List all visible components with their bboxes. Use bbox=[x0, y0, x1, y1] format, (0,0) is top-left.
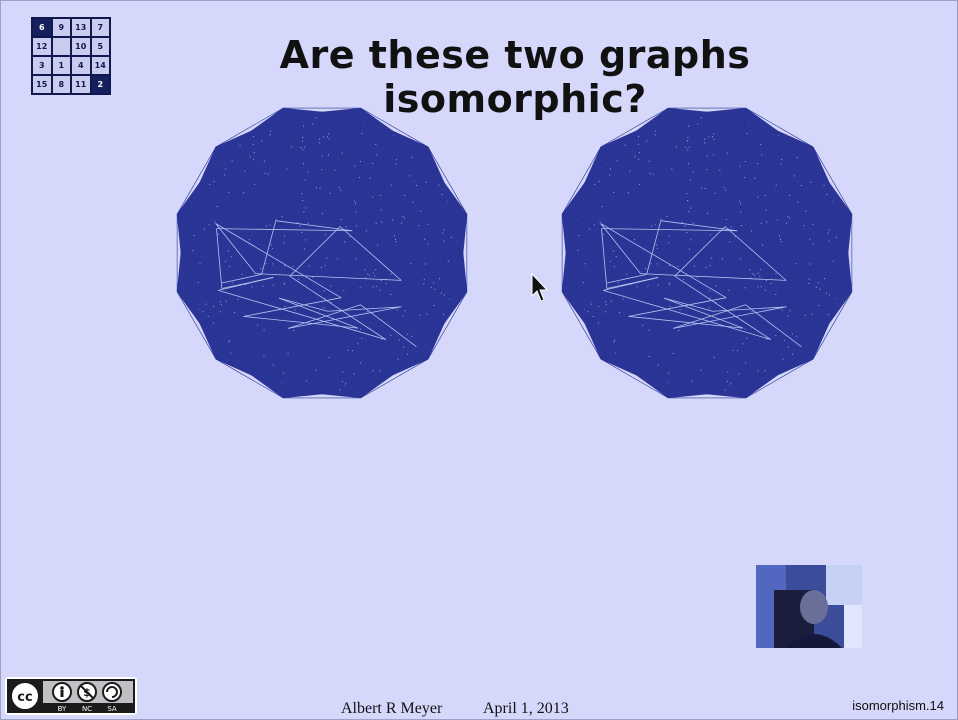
cc-text: cc bbox=[17, 690, 32, 705]
puzzle-cell: 10 bbox=[72, 38, 90, 55]
license-by-label: BY bbox=[58, 705, 67, 713]
graph-body bbox=[562, 108, 852, 398]
puzzle-cell: 15 bbox=[33, 76, 51, 93]
graph-left bbox=[165, 98, 480, 413]
puzzle-cell: 9 bbox=[52, 19, 70, 36]
creative-commons-icon[interactable]: cc $ BY NC SA bbox=[5, 677, 137, 715]
license-sa-label: SA bbox=[107, 705, 117, 713]
graph-right-drawing bbox=[561, 107, 853, 399]
puzzle-cell: 1 bbox=[52, 57, 70, 74]
puzzle-cell: 11 bbox=[72, 76, 90, 93]
arrow-cursor-icon bbox=[530, 272, 552, 304]
puzzle-cell: 12 bbox=[33, 38, 51, 55]
puzzle-cell: 8 bbox=[52, 76, 70, 93]
slide-title: Are these two graphs isomorphic? bbox=[279, 33, 751, 121]
graph-body bbox=[177, 108, 467, 398]
puzzle-cell: 6 bbox=[33, 19, 51, 36]
puzzle-logo: 6 9 13 7 12 10 5 3 1 4 14 15 8 11 2 bbox=[31, 17, 111, 95]
graph-right bbox=[550, 98, 865, 413]
puzzle-cell: 4 bbox=[72, 57, 90, 74]
graph-left-drawing bbox=[176, 107, 468, 399]
puzzle-cell: 13 bbox=[72, 19, 90, 36]
puzzle-cell: 3 bbox=[33, 57, 51, 74]
footer-author: Albert R Meyer bbox=[341, 700, 443, 717]
license-nc-label: NC bbox=[82, 705, 92, 713]
puzzle-cell: 2 bbox=[91, 76, 109, 93]
slide-id: isomorphism.14 bbox=[852, 698, 944, 713]
puzzle-cell: 5 bbox=[91, 38, 109, 55]
puzzle-cell: 7 bbox=[91, 19, 109, 36]
puzzle-cell: 14 bbox=[91, 57, 109, 74]
presenter-webcam bbox=[756, 565, 862, 648]
puzzle-cell bbox=[52, 38, 70, 55]
footer-date: April 1, 2013 bbox=[483, 700, 569, 717]
